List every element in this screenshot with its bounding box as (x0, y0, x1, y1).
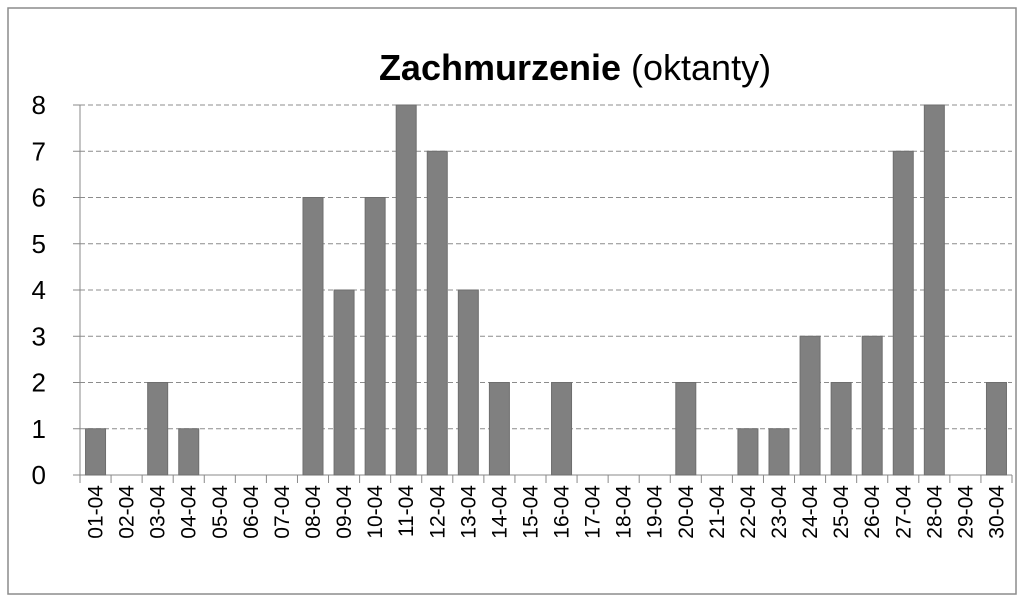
bar (861, 335, 883, 476)
y-tick-label: 1 (32, 414, 46, 444)
y-tick-label: 6 (32, 183, 46, 213)
bar (985, 382, 1007, 476)
y-tick-label: 5 (32, 229, 46, 259)
bar (923, 104, 945, 476)
x-tick-label: 07-04 (271, 485, 294, 539)
chart-frame (7, 7, 1017, 595)
bar (799, 335, 821, 476)
bar (551, 382, 573, 476)
bar (768, 428, 790, 476)
bar (830, 382, 852, 476)
y-tick-label: 0 (32, 460, 46, 490)
chart-title: Zachmurzenie (oktanty) (379, 47, 771, 88)
x-tick-label: 19-04 (644, 485, 667, 539)
bar (302, 197, 324, 476)
bar (364, 197, 386, 476)
x-tick-label: 01-04 (85, 485, 108, 539)
x-tick-label: 18-04 (613, 485, 636, 539)
x-tick-label: 02-04 (116, 485, 139, 539)
x-tick-label: 21-04 (706, 485, 729, 539)
bar (426, 150, 448, 476)
y-tick-label: 2 (32, 368, 46, 398)
x-tick-label: 09-04 (333, 485, 356, 539)
x-tick-label: 22-04 (737, 485, 760, 539)
x-tick-label: 24-04 (799, 485, 822, 539)
x-tick-label: 20-04 (675, 485, 698, 539)
bar (892, 150, 914, 476)
bar (178, 428, 200, 476)
y-tick-label: 7 (32, 136, 46, 166)
x-tick-label: 29-04 (954, 485, 977, 539)
x-tick-label: 25-04 (830, 485, 853, 539)
bar (457, 289, 479, 476)
x-tick-label: 23-04 (768, 485, 791, 539)
x-tick-label: 10-04 (364, 485, 387, 539)
bar (675, 382, 697, 476)
x-tick-label: 28-04 (923, 485, 946, 539)
x-tick-label: 15-04 (519, 485, 542, 539)
x-tick-label: 06-04 (240, 485, 263, 539)
x-tick-label: 30-04 (985, 485, 1008, 539)
x-tick-label: 16-04 (551, 485, 574, 539)
x-tick-label: 13-04 (457, 485, 480, 539)
title-note: (oktanty) (631, 47, 771, 88)
y-tick-label: 3 (32, 321, 46, 351)
x-tick-label: 04-04 (178, 485, 201, 539)
bar (333, 289, 355, 476)
x-tick-label: 05-04 (209, 485, 232, 539)
bar (147, 382, 169, 476)
y-tick-label: 4 (32, 275, 46, 305)
x-tick-label: 12-04 (426, 485, 449, 539)
x-tick-label: 08-04 (302, 485, 325, 539)
y-tick-label: 8 (32, 90, 46, 120)
x-tick-label: 26-04 (861, 485, 884, 539)
x-tick-label: 27-04 (892, 485, 915, 539)
bar (395, 104, 417, 476)
bar (488, 382, 510, 476)
x-tick-label: 17-04 (582, 485, 605, 539)
x-tick-label: 14-04 (488, 485, 511, 539)
x-tick-label: 11-04 (395, 485, 418, 537)
bar (85, 428, 107, 476)
title-main: Zachmurzenie (379, 47, 621, 88)
bar (737, 428, 759, 476)
x-tick-label: 03-04 (147, 485, 170, 539)
